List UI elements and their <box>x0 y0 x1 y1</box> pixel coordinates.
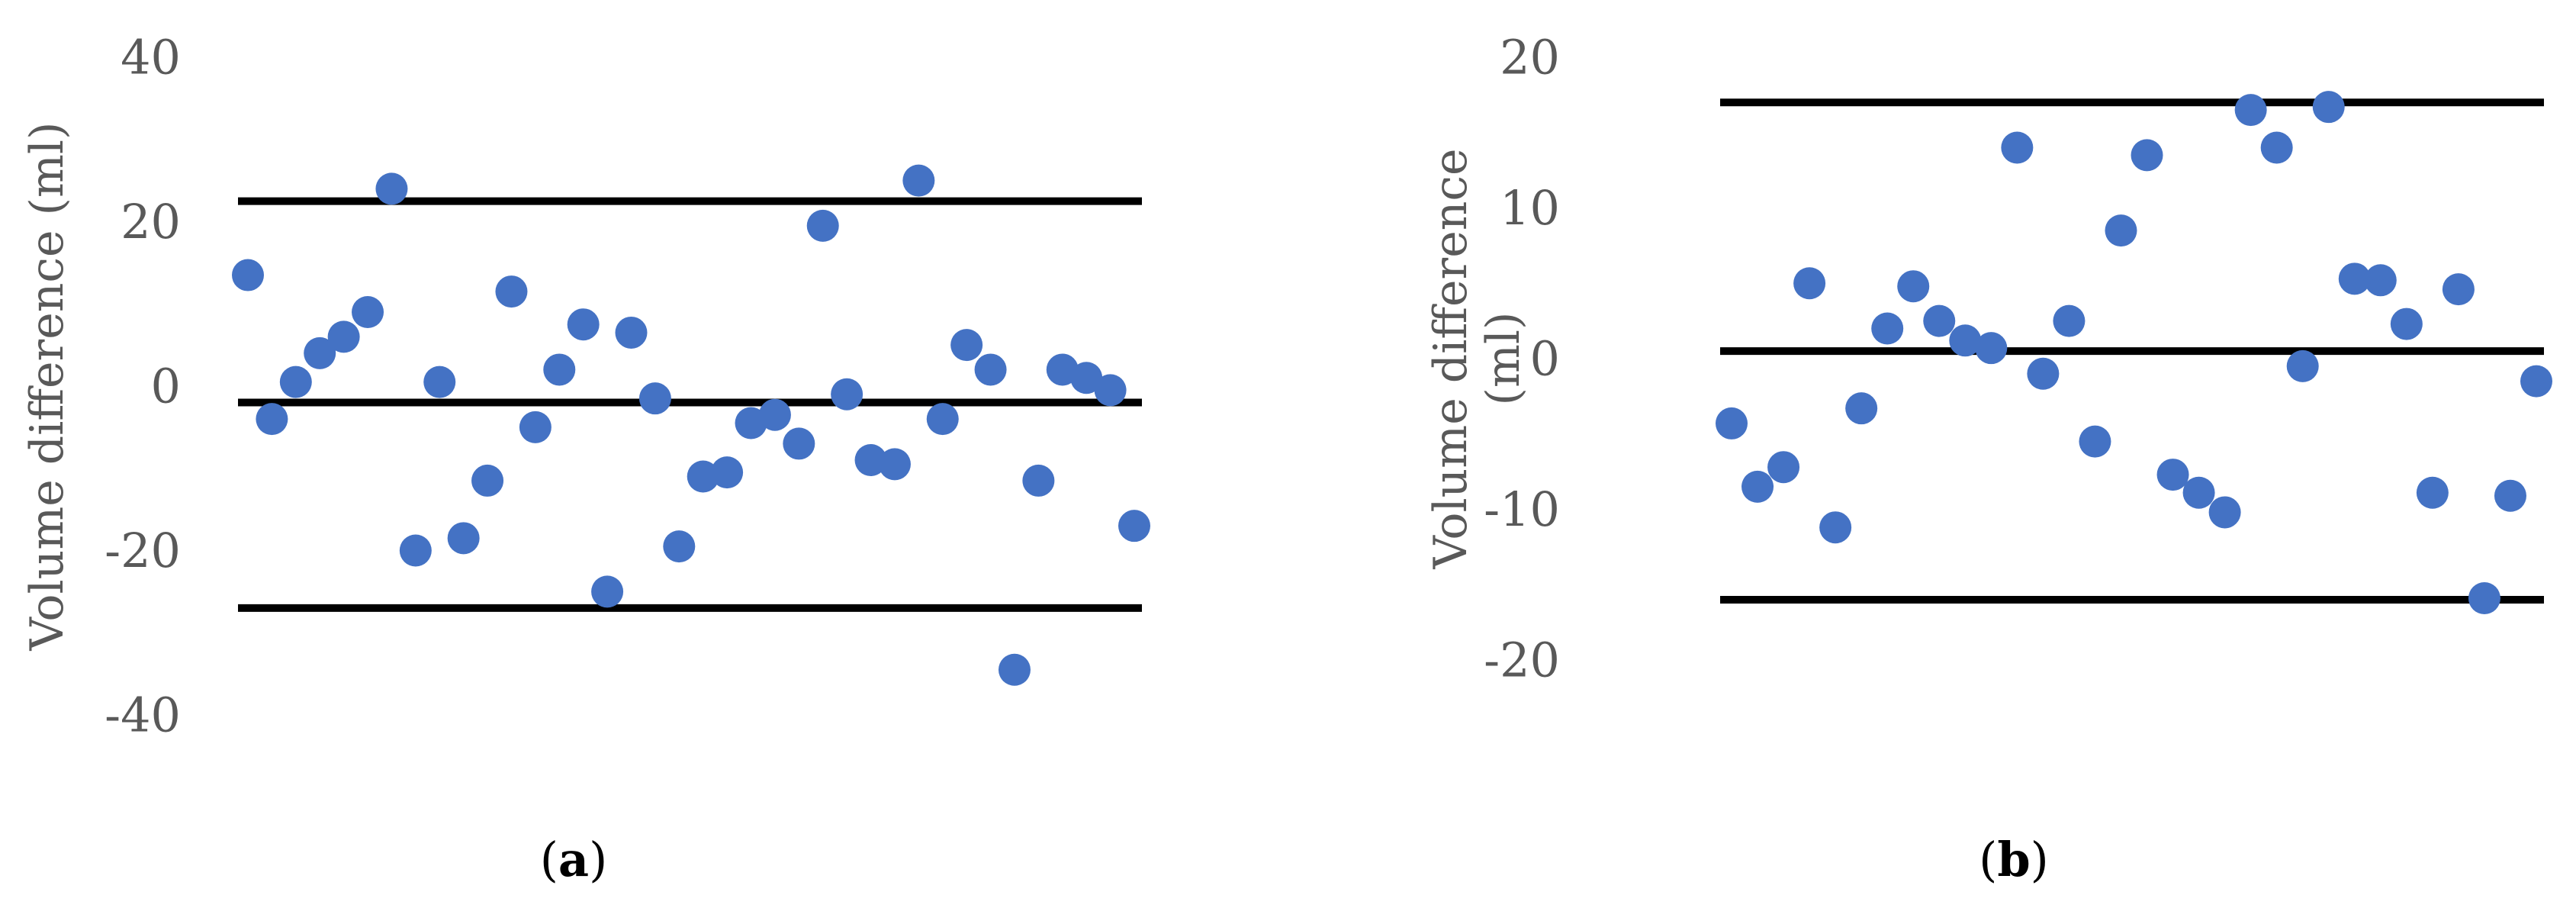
data-point <box>1819 511 1852 544</box>
y-tick-label: -40 <box>105 687 181 743</box>
y-tick-label: -20 <box>105 523 181 578</box>
data-point <box>2053 304 2086 337</box>
data-point <box>2416 476 2449 509</box>
data-point <box>1022 464 1055 497</box>
data-point <box>854 443 887 476</box>
data-point <box>1897 270 1930 303</box>
data-point <box>1094 374 1127 407</box>
data-point <box>998 653 1031 686</box>
data-point <box>2442 273 2475 306</box>
data-point <box>304 336 336 369</box>
y-tick-label: 20 <box>121 194 181 250</box>
data-point <box>2182 476 2215 509</box>
panel-label: (a) <box>540 832 608 887</box>
panel-label: (b) <box>1979 832 2049 887</box>
y-tick-label: 0 <box>151 359 181 414</box>
data-point <box>256 403 288 436</box>
data-point <box>2494 479 2526 512</box>
data-point <box>878 448 911 481</box>
data-point <box>2208 496 2241 529</box>
data-point <box>2390 307 2423 340</box>
data-point <box>375 172 408 205</box>
data-point <box>327 320 360 353</box>
panel-b: -20 -10 0 10 20 Volume difference(ml) (b) <box>1424 30 2552 887</box>
data-point <box>2312 91 2345 124</box>
data-point <box>471 464 504 497</box>
data-point <box>2468 582 2500 615</box>
data-point <box>1070 362 1103 394</box>
data-point <box>615 316 648 349</box>
data-point <box>1741 470 1774 503</box>
y-tick-label: -20 <box>1484 633 1560 688</box>
data-point <box>2079 425 2111 458</box>
data-point <box>1716 407 1748 440</box>
data-point <box>638 382 671 415</box>
data-point <box>2364 264 2397 297</box>
data-point <box>663 530 696 563</box>
data-point <box>950 329 983 362</box>
data-point <box>2001 131 2034 164</box>
data-point <box>232 259 264 291</box>
data-point <box>711 456 744 489</box>
data-point <box>495 275 528 308</box>
data-point <box>758 398 791 431</box>
data-point <box>2156 459 2189 491</box>
data-point <box>831 378 863 411</box>
y-tick-label: 40 <box>121 30 181 85</box>
data-point <box>806 209 839 242</box>
data-point <box>1871 312 1904 345</box>
data-point <box>2027 357 2060 390</box>
data-point <box>279 365 312 398</box>
data-point <box>352 296 384 329</box>
data-point <box>543 353 576 386</box>
data-point <box>1923 304 1956 337</box>
y-tick-label: 10 <box>1500 180 1560 236</box>
data-point <box>2520 365 2552 398</box>
data-point <box>591 575 624 608</box>
data-point <box>1949 324 1982 357</box>
data-point <box>2260 131 2293 164</box>
data-point <box>1845 392 1878 425</box>
data-point <box>2286 349 2319 382</box>
data-point <box>399 534 432 567</box>
data-point <box>1767 451 1800 484</box>
data-point <box>2131 139 2163 172</box>
y-tick-label: -10 <box>1484 481 1560 537</box>
data-point <box>447 522 480 555</box>
data-point <box>423 365 456 398</box>
data-point <box>783 427 815 460</box>
y-tick-label: 20 <box>1500 30 1560 85</box>
data-point <box>974 353 1007 386</box>
y-axis-label: Volume difference(ml) <box>1424 149 1530 570</box>
data-point <box>2338 262 2371 295</box>
data-point <box>519 411 552 443</box>
data-point <box>1793 267 1826 300</box>
data-point <box>567 308 600 341</box>
data-point <box>926 403 959 436</box>
data-point <box>2105 214 2137 247</box>
data-point <box>902 164 935 197</box>
data-point <box>2234 94 2267 127</box>
data-point <box>1975 332 2008 365</box>
y-tick-label: 0 <box>1530 331 1560 387</box>
data-point <box>687 460 719 493</box>
y-axis-label: Volume difference (ml) <box>21 122 74 652</box>
panel-a: -40 -20 0 20 40 Volume difference (ml) (a) <box>21 30 1150 887</box>
data-point <box>1118 510 1150 543</box>
